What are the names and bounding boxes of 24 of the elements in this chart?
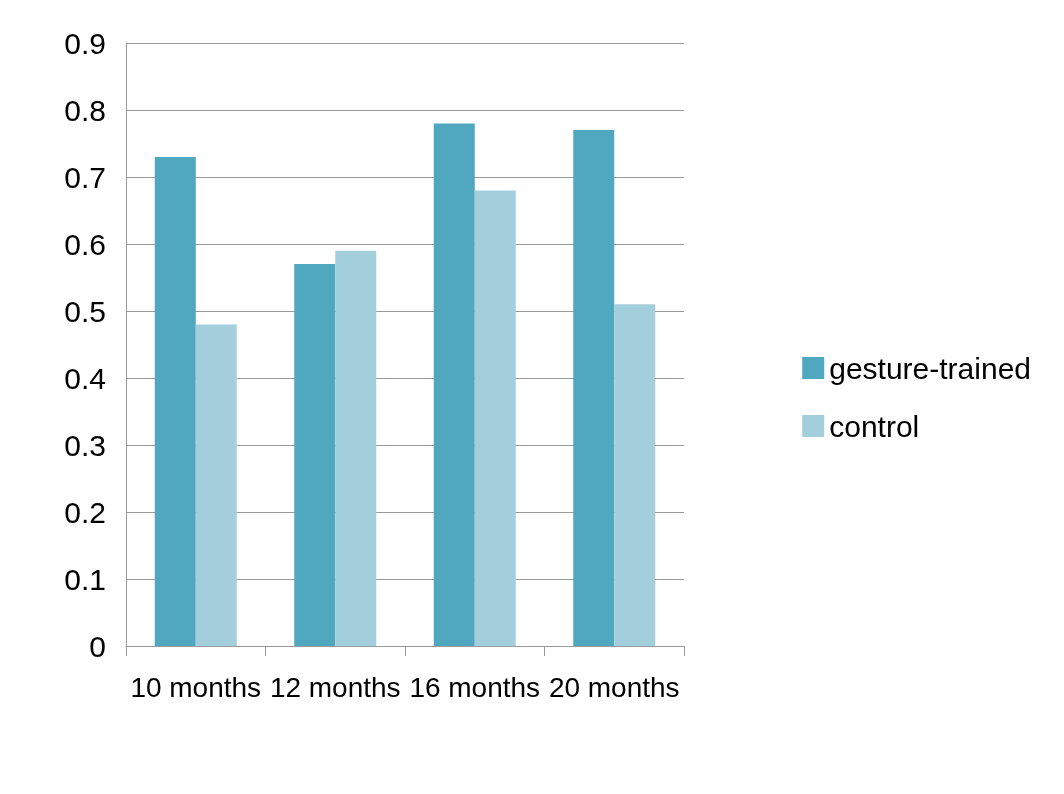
legend-label: gesture-trained [829,351,1032,385]
y-tick-label: 0.9 [64,26,106,60]
x-tick-label: 16 months [409,671,541,703]
bar [614,304,656,646]
y-tick-label: 0.3 [64,428,106,462]
x-tick-label: 20 months [548,671,680,703]
y-tick-label: 0 [89,629,106,663]
bar [335,250,377,646]
y-tick-label: 0.2 [64,495,106,529]
bar [294,264,336,646]
bar [573,130,615,646]
legend-label: control [829,409,920,443]
x-tick-label: 12 months [269,671,401,703]
y-tick-label: 0.8 [64,93,106,127]
y-tick-label: 0.7 [64,160,106,194]
x-tick-label: 10 months [130,671,262,703]
y-tick-label: 0.5 [64,294,106,328]
y-tick-label: 0.4 [64,361,106,395]
bar [154,156,196,646]
y-tick-label: 0.6 [64,227,106,261]
y-tick-label: 0.1 [64,562,106,596]
bar [195,324,237,646]
bar [433,123,475,646]
bar [474,190,516,646]
